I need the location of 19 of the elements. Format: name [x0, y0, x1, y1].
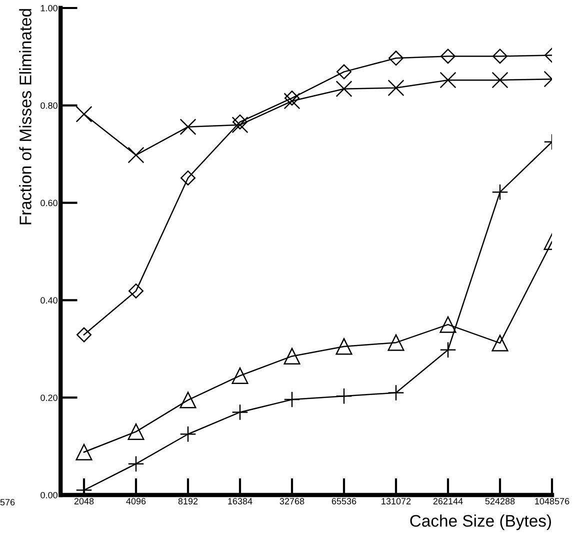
- x-tick-label: 32768: [280, 498, 304, 504]
- x-tick-label: 8192: [178, 498, 198, 504]
- y-tick-label: 0.60: [40, 200, 58, 206]
- x-tick-label: 262144: [433, 498, 463, 504]
- y-tick-label: 0.00: [40, 492, 58, 498]
- y-tick-label: 0.20: [40, 394, 58, 401]
- x-tick-label: 4096: [126, 498, 146, 504]
- x-axis-title: Cache Size (Bytes): [410, 514, 551, 530]
- x-tick-label: 524288: [485, 498, 515, 504]
- x-tick-label: 1048576: [535, 498, 570, 504]
- y-tick-label: 1.00: [40, 4, 58, 12]
- y-tick-label: 0.80: [40, 102, 58, 109]
- x-tick-label: 131072: [382, 498, 411, 504]
- x-tick-label: 16384: [228, 498, 252, 504]
- text: 576: [0, 499, 15, 506]
- x-tick-label: 2048: [74, 498, 94, 504]
- y-axis-title: Fraction of Misses Eliminated: [19, 9, 32, 224]
- y-tick-label: 0.40: [40, 297, 58, 304]
- x-tick-label: 65536: [332, 498, 356, 504]
